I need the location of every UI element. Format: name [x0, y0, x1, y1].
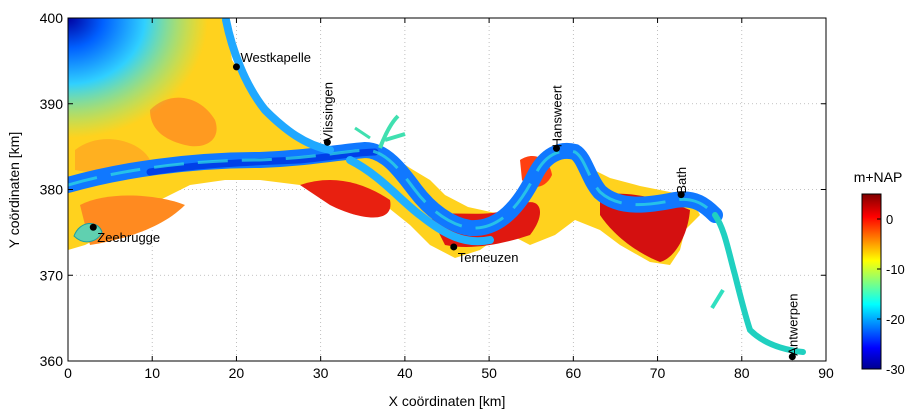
- river-branch: [710, 288, 725, 310]
- colorbar-tick-label: -20: [886, 312, 905, 327]
- x-tick-label: 30: [313, 365, 329, 381]
- river-branch: [378, 114, 400, 149]
- coastal-channel: [222, 18, 334, 154]
- y-tick-label: 380: [40, 182, 64, 198]
- colorbar-tick-label: -10: [886, 262, 905, 277]
- x-tick-label: 80: [734, 365, 750, 381]
- location-label: Vlissingen: [320, 82, 335, 141]
- colorbar-tick-label: -30: [886, 362, 905, 377]
- x-tick-label: 40: [397, 365, 413, 381]
- channel-edge: [68, 148, 717, 230]
- location-dot: [89, 223, 97, 231]
- colorbar-gradient: [861, 193, 882, 370]
- shoal-region: [300, 180, 391, 218]
- x-tick-label: 10: [144, 365, 160, 381]
- x-tick-label: 90: [818, 365, 834, 381]
- y-tick-label: 370: [40, 267, 64, 283]
- location-label: Antwerpen: [785, 294, 800, 356]
- location-dot: [232, 63, 240, 71]
- colorbar-ticks: 0 -10 -20 -30: [877, 212, 905, 377]
- y-tick-label: 360: [40, 353, 64, 369]
- y-tick-label: 400: [40, 10, 64, 26]
- shoal-region: [80, 195, 185, 245]
- location-dot: [450, 243, 458, 251]
- river-branch: [354, 126, 371, 140]
- x-tick-label: 50: [481, 365, 497, 381]
- location-label: Zeebrugge: [97, 230, 160, 245]
- x-tick-label: 60: [566, 365, 582, 381]
- location-label: Hansweert: [549, 85, 564, 148]
- x-tick-label: 0: [64, 365, 72, 381]
- x-tick-label: 70: [650, 365, 666, 381]
- location-dot: [677, 191, 685, 199]
- estuary-map: [68, 18, 806, 355]
- y-axis-label: Y coördinaten [km]: [6, 132, 22, 248]
- colorbar-tick-label: 0: [886, 212, 893, 227]
- river-branch: [384, 132, 406, 142]
- channel-deep-core: [146, 148, 379, 176]
- location-dot: [323, 138, 331, 146]
- location-label: Terneuzen: [458, 250, 519, 265]
- location-label: Westkapelle: [240, 50, 311, 65]
- location-dot: [788, 353, 796, 361]
- x-axis: 0 10 20 30 40 50 60 70 80 90: [64, 18, 834, 381]
- y-axis: 360 370 380 390 400: [40, 10, 826, 369]
- colorbar-title: m+NAP: [854, 169, 903, 185]
- location-label: Bath: [674, 167, 689, 194]
- location-dot: [552, 144, 560, 152]
- x-axis-label: X coördinaten [km]: [389, 393, 506, 409]
- x-tick-label: 20: [229, 365, 245, 381]
- upstream-river: [712, 212, 806, 355]
- flood-channel: [346, 156, 494, 246]
- colorbar: m+NAP 0 -10 -20 -30: [854, 169, 905, 377]
- deep-sea-corner: [68, 18, 208, 138]
- y-tick-label: 390: [40, 96, 64, 112]
- sea-area: [68, 18, 700, 265]
- location-markers: Westkapelle Vlissingen Hansweert Bath Zeebru…: [89, 50, 800, 361]
